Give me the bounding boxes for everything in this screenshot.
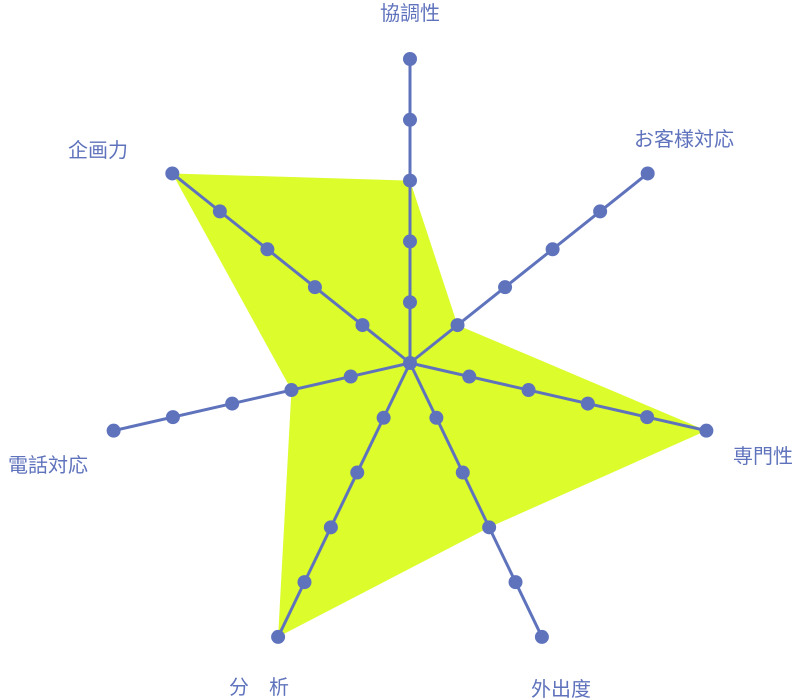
axis-tick-marker (350, 465, 365, 480)
axis-label: お客様対応 (634, 127, 734, 151)
axis-tick-marker (498, 280, 513, 295)
axis-tick-marker (403, 234, 417, 249)
axis-tick-marker (462, 369, 477, 384)
axis-tick-marker (521, 383, 536, 398)
axis-label: 分 析 (229, 675, 289, 699)
axis-label: 企画力 (68, 138, 128, 162)
axis-tick-marker (165, 410, 180, 425)
axis-label: 専門性 (733, 444, 793, 468)
axis-tick-marker (593, 204, 608, 219)
axis-label: 外出度 (531, 677, 591, 700)
data-area (172, 173, 707, 637)
axis-label: 電話対応 (8, 453, 88, 477)
axis-tick-marker (508, 575, 523, 590)
axis-tick-marker (260, 242, 275, 257)
axis-tick-marker (343, 369, 358, 384)
axis-tick-marker (403, 173, 417, 188)
axis-tick-marker (323, 520, 338, 535)
axis-line (409, 172, 649, 365)
axis-tick-marker (482, 520, 497, 535)
axis-line (409, 361, 707, 433)
axis-tick-marker (403, 112, 417, 127)
axis-tick-marker (455, 465, 470, 480)
axis-tick-marker (284, 383, 299, 398)
axis-tick-marker (271, 629, 286, 644)
axis-tick-marker (429, 410, 444, 425)
axis-label: 協調性 (380, 1, 440, 25)
axis-tick-marker (534, 629, 549, 644)
axis-tick-marker (450, 318, 465, 333)
axis-tick-marker (640, 166, 655, 181)
axis-tick-marker (699, 423, 714, 438)
axis-tick-marker (297, 575, 312, 590)
axis-tick-marker (106, 423, 121, 438)
axis-line (171, 172, 411, 365)
axis-tick-marker (403, 295, 417, 310)
axis-line (408, 362, 544, 638)
axis-tick-marker (403, 52, 417, 66)
axis-tick-marker (212, 204, 227, 219)
axis-tick-marker (307, 280, 322, 295)
axis-tick-marker (545, 242, 560, 257)
axis-tick-marker (165, 166, 180, 181)
axis-line (113, 361, 411, 433)
axis-tick-marker (376, 410, 391, 425)
axis-line (276, 362, 412, 638)
axis-tick-marker (580, 396, 595, 411)
axis-tick-marker (225, 396, 240, 411)
center-marker (403, 356, 417, 370)
axis-tick-marker (355, 318, 370, 333)
axis-tick-marker (640, 410, 655, 425)
